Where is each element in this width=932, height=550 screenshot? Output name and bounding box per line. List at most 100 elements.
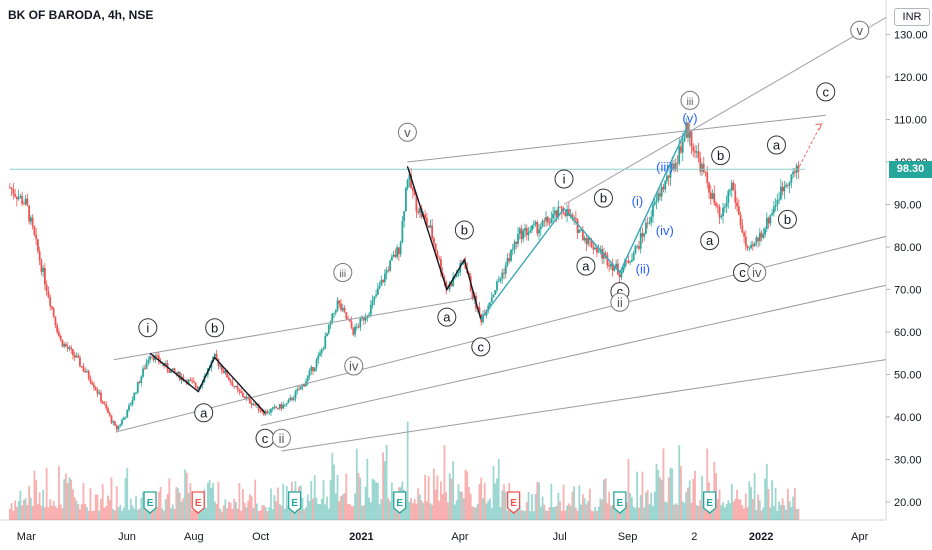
candle-body <box>655 200 658 202</box>
candle-body <box>121 420 123 425</box>
earnings-marker-label: E <box>617 498 624 509</box>
volume-bar <box>578 485 581 520</box>
candle-body <box>215 353 218 360</box>
candle-body <box>310 366 313 371</box>
candle-body <box>263 411 265 415</box>
volume-bar <box>636 471 639 520</box>
candle-body <box>105 404 108 409</box>
volume-bar <box>287 505 290 520</box>
wave-label-circle <box>850 20 870 40</box>
volume-bar <box>264 507 267 520</box>
candle-body <box>769 215 772 224</box>
candle-body <box>722 207 724 217</box>
candle-body <box>457 272 460 274</box>
volume-bar <box>641 471 644 520</box>
candle-body <box>369 305 372 315</box>
candle-body <box>373 296 376 301</box>
volume-bar <box>674 503 677 520</box>
candle-body <box>359 318 362 328</box>
candle-body <box>611 263 614 271</box>
candle-body <box>189 379 192 381</box>
candle-body <box>56 324 59 333</box>
candle-body <box>638 246 640 249</box>
volume-bar <box>506 510 509 520</box>
volume-bar <box>455 500 458 520</box>
candle-body <box>590 239 593 248</box>
volume-bar <box>538 482 540 520</box>
earnings-marker <box>393 491 407 514</box>
volume-bar <box>683 502 686 520</box>
volume-bar <box>40 505 43 520</box>
volume-bar <box>594 507 597 520</box>
volume-bar <box>385 444 388 520</box>
wave-label: i <box>563 172 566 187</box>
wave-label: iv <box>349 359 359 374</box>
volume-bar <box>503 484 505 520</box>
volume-bar <box>52 500 55 520</box>
volume-bar <box>140 497 143 520</box>
earnings-marker-label: E <box>291 498 298 509</box>
volume-bar <box>26 505 29 520</box>
volume-bar <box>138 508 141 520</box>
earnings-marker-label: E <box>706 498 713 509</box>
volume-bar <box>206 482 209 520</box>
candle-body <box>434 243 437 252</box>
candle-body <box>424 214 427 219</box>
candle-body <box>723 206 726 208</box>
candle-body <box>264 411 267 415</box>
candle-body <box>445 281 448 289</box>
volume-bar <box>180 501 183 520</box>
candle-body <box>524 228 526 231</box>
candle-body <box>564 213 567 216</box>
volume-bar <box>51 505 53 520</box>
candle-body <box>178 371 181 380</box>
volume-bar <box>772 506 775 520</box>
candle-body <box>177 371 179 375</box>
volume-bar <box>359 477 362 520</box>
candle-body <box>562 212 565 214</box>
candle-body <box>289 397 292 400</box>
candle-body <box>36 239 39 252</box>
candle-body <box>320 350 323 353</box>
candle-body <box>392 254 395 257</box>
volume-bar <box>164 499 167 520</box>
y-tick-label: 90.00 <box>894 200 922 212</box>
volume-bar <box>361 505 363 520</box>
candle-body <box>21 196 24 204</box>
volume-bar <box>275 501 278 520</box>
volume-bar <box>80 504 83 520</box>
currency-button[interactable]: INR <box>894 8 930 26</box>
candle-body <box>350 321 353 328</box>
candle-body <box>440 259 442 273</box>
volume-bar <box>690 502 693 520</box>
volume-bar <box>185 472 188 520</box>
volume-bar <box>643 507 646 520</box>
volume-bar <box>112 509 115 520</box>
candle-body <box>797 165 800 172</box>
candle-body <box>52 308 55 317</box>
wave-label-circle <box>194 403 214 423</box>
volume-bar <box>795 508 798 520</box>
volume-bar <box>115 486 118 520</box>
candle-body <box>51 306 53 309</box>
candle-body <box>553 210 556 214</box>
wave-label-circle <box>711 146 731 166</box>
candle-body <box>152 356 155 361</box>
candle-body <box>35 234 38 240</box>
candle-body <box>695 151 698 153</box>
candle-body <box>671 163 674 166</box>
wave-label: a <box>200 405 208 420</box>
volume-bar <box>566 505 568 520</box>
candle-body <box>748 247 751 249</box>
volume-bar <box>224 499 227 520</box>
volume-bar <box>108 499 111 520</box>
wave-label-circle <box>554 169 574 189</box>
candle-body <box>718 207 721 218</box>
volume-bar <box>59 504 62 520</box>
volume-bar <box>744 493 747 520</box>
volume-bar <box>136 509 139 520</box>
volume-bar <box>522 510 525 520</box>
x-tick-label: Apr <box>851 531 868 543</box>
candle-body <box>343 307 346 313</box>
